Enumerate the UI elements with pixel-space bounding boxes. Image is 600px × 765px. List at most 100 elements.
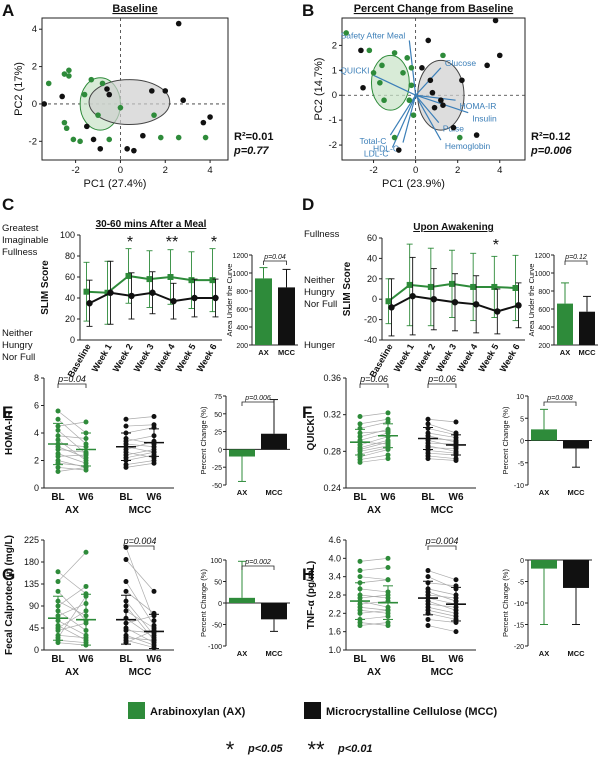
- ax-pair-line: [57, 421, 87, 427]
- y-tick-label: 0.32: [323, 410, 341, 420]
- marker-ax: [470, 283, 477, 290]
- ax-pair-line: [359, 454, 389, 460]
- point-ax: [410, 112, 417, 118]
- x-tick-label: Week 6: [498, 342, 522, 374]
- ax-pair-line: [57, 454, 87, 457]
- ax-pair-line: [57, 586, 87, 607]
- marker-ax: [125, 272, 132, 279]
- panel-h: H 1.0 1.6 2.2 2.8 3.4 4.0 4.6 TNF-α (pg/mL) p=0.0…: [302, 535, 592, 678]
- y-tick-label: 4: [34, 428, 39, 438]
- bar-y-tick-label: 0: [520, 439, 524, 446]
- mcc-pair-line: [125, 424, 155, 427]
- mcc-pair-line: [125, 446, 155, 453]
- panel-title: Baseline: [112, 3, 157, 15]
- point-mcc: [431, 104, 438, 111]
- ax-pair-line: [359, 432, 389, 441]
- mcc-dot-bl: [123, 423, 129, 429]
- panel-letter-A: A: [2, 1, 14, 20]
- bar-y-tick-label: 1000: [232, 271, 248, 278]
- x-tick-label: BL: [119, 492, 132, 503]
- point-ax: [400, 70, 406, 76]
- panel-letter-G: G: [2, 565, 15, 584]
- mcc-dot-bl: [425, 421, 431, 427]
- mcc-pair-line: [125, 547, 155, 621]
- panel-b: B Percent Change from Baseline Safety Afte…: [302, 1, 573, 190]
- sig-symbol-single: *: [226, 737, 235, 762]
- side-label-top: Fullness: [304, 229, 340, 240]
- p-value: p=0.006: [244, 395, 271, 402]
- side-label-top: Fullness: [2, 247, 38, 258]
- point-ax: [377, 79, 383, 86]
- group-label-mcc: MCC: [431, 505, 454, 516]
- mcc-pair-line: [427, 576, 457, 590]
- bar-y-tick-label: 50: [214, 580, 222, 587]
- ax-dot-bl: [55, 588, 61, 594]
- mcc-pair-line: [427, 570, 457, 581]
- y-tick-label: 0.24: [323, 483, 341, 493]
- bar-y-axis-label: Percent Change (%): [199, 569, 208, 637]
- bar-y-tick-label: -50: [212, 623, 222, 630]
- p-bracket: [564, 260, 588, 265]
- y-tick-label: 0: [372, 294, 377, 304]
- group-label-ax: AX: [367, 667, 381, 678]
- point-mcc: [200, 119, 207, 126]
- ax-pair-line: [359, 449, 389, 458]
- y-axis-label: SLIM Score: [342, 261, 353, 316]
- ax-pair-line: [57, 603, 87, 617]
- panel-title: Percent Change from Baseline: [354, 3, 514, 15]
- mcc-dot-bl: [123, 579, 129, 585]
- bar-y-tick-label: 800: [236, 289, 248, 296]
- mcc-pair-line: [125, 581, 155, 626]
- y-tick-label: 90: [29, 601, 39, 611]
- bar-y-axis-label: Percent Change (%): [501, 569, 510, 637]
- ax-pair-line: [57, 449, 87, 453]
- side-label-mid: Hungry: [304, 287, 335, 298]
- mcc-dot-bl: [425, 456, 431, 462]
- p-bracket: [427, 383, 457, 388]
- panel-letter-F: F: [302, 403, 312, 422]
- y-tick-label: -40: [364, 335, 377, 345]
- ax-dot-w6: [385, 565, 391, 570]
- bar-y-tick-label: -20: [514, 644, 524, 651]
- group-label-ax: AX: [367, 505, 381, 516]
- y-tick-label: 2.8: [328, 590, 341, 600]
- point-ax: [70, 136, 77, 143]
- point-ax: [66, 67, 72, 74]
- sig-label-single: p<0.05: [247, 743, 283, 755]
- side-label-bottom: Nor Full: [2, 352, 35, 363]
- legend-label-ax: Arabinoxylan (AX): [150, 706, 246, 718]
- point-ax: [202, 134, 209, 141]
- group-label-ax: AX: [65, 505, 79, 516]
- point-ax: [157, 134, 164, 141]
- legend-label-mcc: Microcrystalline Cellulose (MCC): [326, 706, 497, 718]
- point-ax: [63, 125, 70, 132]
- bar-y-tick-label: 200: [236, 343, 248, 350]
- x-tick-label: W6: [147, 492, 162, 503]
- point-ax: [45, 80, 52, 87]
- ax-dot-bl: [357, 574, 363, 580]
- y-tick-label: 0: [332, 90, 337, 101]
- x-axis-label: PC1 (27.4%): [84, 178, 147, 190]
- bar-y-tick-label: 200: [538, 343, 550, 350]
- ax-dot-w6: [83, 583, 89, 589]
- ax-pair-line: [57, 410, 87, 434]
- bar-y-tick-label: 800: [538, 289, 550, 296]
- y-axis-label: QUICKI: [306, 415, 317, 450]
- bar-category-label: AX: [539, 488, 549, 497]
- point-ax: [343, 30, 350, 36]
- y-tick-label: 0.28: [323, 446, 341, 456]
- bar-y-tick-label: 5: [520, 416, 524, 423]
- p-bracket: [263, 260, 287, 265]
- ax-pair-line: [359, 576, 389, 581]
- significance-key: * p<0.05 ** p<0.01: [226, 737, 373, 762]
- x-tick-label: BL: [421, 492, 434, 503]
- point-mcc: [450, 124, 457, 131]
- mcc-pair-line: [125, 454, 155, 461]
- ax-pair-line: [57, 467, 87, 472]
- mcc-dot-bl: [123, 464, 129, 470]
- significance-star: *: [211, 234, 217, 251]
- marker-ax: [491, 283, 498, 290]
- bar-ax: [531, 429, 557, 441]
- bar-y-tick-label: 100: [210, 558, 222, 565]
